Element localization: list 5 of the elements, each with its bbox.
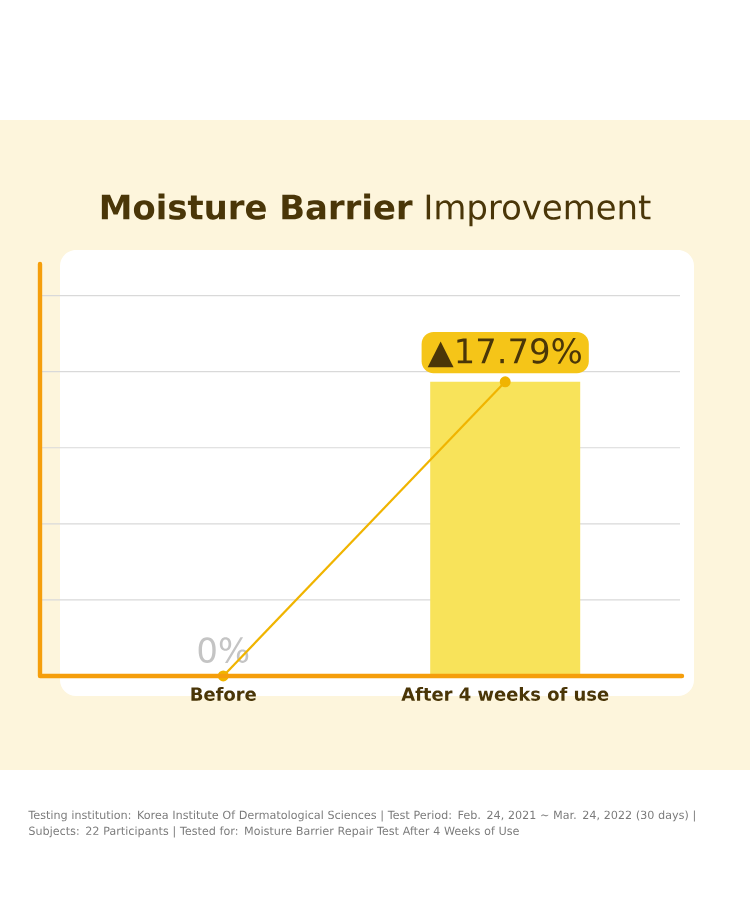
x-tick-label: Before	[191, 687, 256, 701]
data-label: ▲17.79%	[427, 338, 581, 368]
chart-title: Moisture Barrier Improvement	[101, 193, 651, 227]
data-label: 0%	[198, 637, 249, 663]
x-tick-label: After 4 weeks of use	[401, 687, 609, 701]
